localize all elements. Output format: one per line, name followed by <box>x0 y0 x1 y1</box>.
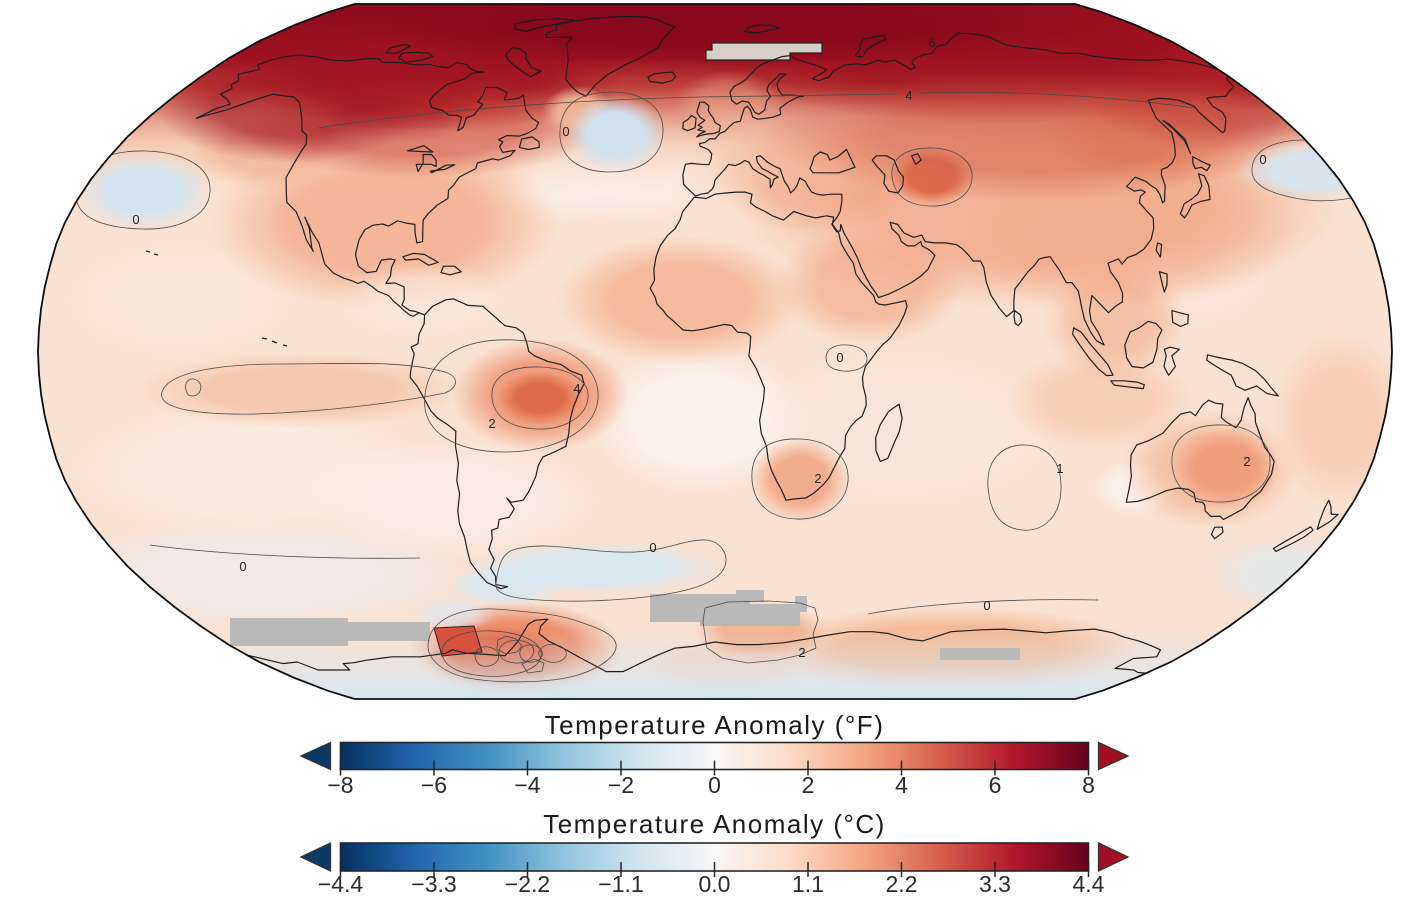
svg-text:0: 0 <box>983 598 990 613</box>
svg-text:0: 0 <box>836 350 843 365</box>
svg-text:−3.3: −3.3 <box>411 871 456 897</box>
svg-text:0: 0 <box>649 540 656 555</box>
svg-text:2: 2 <box>488 416 495 431</box>
svg-text:−8: −8 <box>327 772 353 798</box>
svg-text:2: 2 <box>798 645 805 660</box>
svg-text:4: 4 <box>905 88 912 103</box>
svg-text:4.4: 4.4 <box>1073 871 1105 897</box>
svg-text:−1.1: −1.1 <box>598 871 643 897</box>
svg-text:3.3: 3.3 <box>979 871 1011 897</box>
svg-text:2: 2 <box>814 471 821 486</box>
svg-text:−6: −6 <box>421 772 447 798</box>
svg-text:0: 0 <box>132 212 139 227</box>
svg-text:−2.2: −2.2 <box>505 871 550 897</box>
svg-text:0: 0 <box>1259 152 1266 167</box>
svg-text:4: 4 <box>895 772 908 798</box>
svg-text:0: 0 <box>239 559 246 574</box>
svg-text:6: 6 <box>928 35 935 50</box>
svg-text:4: 4 <box>573 381 580 396</box>
svg-text:−4.4: −4.4 <box>318 871 364 897</box>
svg-text:Temperature Anomaly (°F): Temperature Anomaly (°F) <box>545 710 885 740</box>
svg-text:0.0: 0.0 <box>699 871 731 897</box>
svg-text:8: 8 <box>1082 772 1095 798</box>
svg-text:2.2: 2.2 <box>886 871 918 897</box>
svg-text:1.1: 1.1 <box>792 871 824 897</box>
svg-text:0: 0 <box>708 772 721 798</box>
svg-text:1: 1 <box>1056 461 1063 476</box>
svg-text:Temperature Anomaly (°C): Temperature Anomaly (°C) <box>543 809 886 839</box>
svg-text:0: 0 <box>562 124 569 139</box>
svg-text:2: 2 <box>1243 454 1250 469</box>
svg-text:−4: −4 <box>514 772 540 798</box>
svg-text:6: 6 <box>989 772 1002 798</box>
svg-text:−2: −2 <box>608 772 634 798</box>
svg-text:2: 2 <box>802 772 815 798</box>
